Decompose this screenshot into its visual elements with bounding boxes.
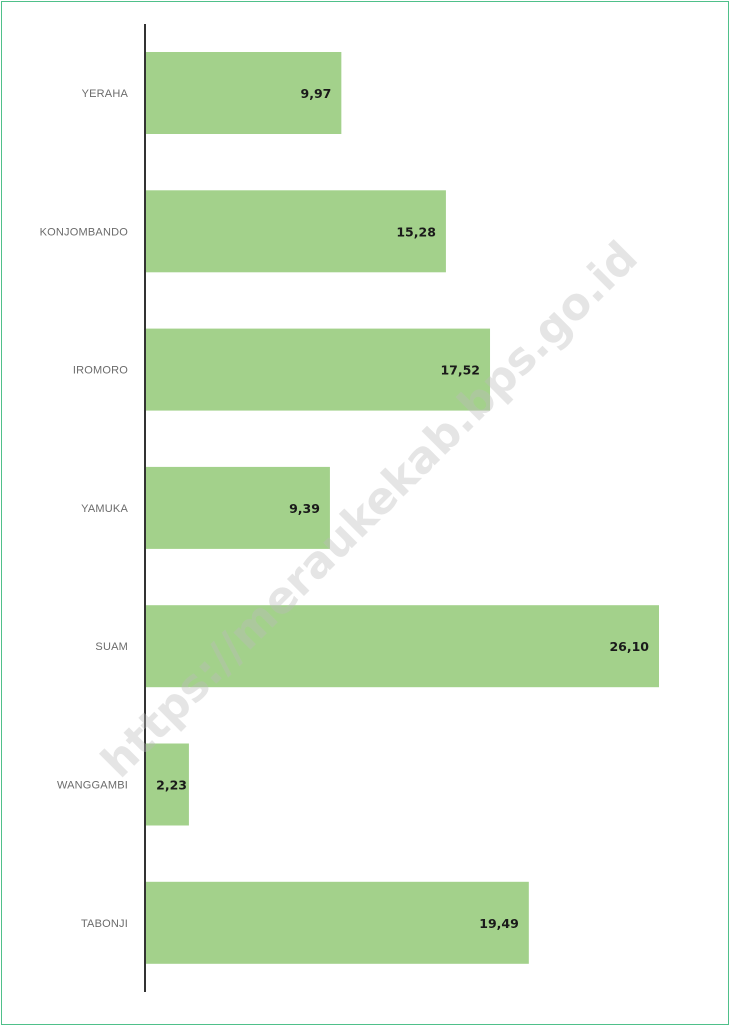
category-label-suam: SUAM [95, 641, 128, 653]
bar-yeraha [145, 52, 342, 134]
bar-yamuka [145, 466, 330, 549]
category-label-iromoro: IROMORO [73, 365, 128, 377]
value-label-tabonji: 19,49 [479, 916, 519, 931]
bar-tabonji [145, 881, 529, 964]
bar-wanggambi [145, 743, 189, 826]
value-label-suam: 26,10 [609, 639, 649, 654]
value-label-yamuka: 9,39 [289, 501, 320, 516]
bar-suam [145, 605, 659, 688]
bar-konjombando [145, 190, 446, 273]
category-label-yeraha: YERAHA [82, 88, 129, 100]
bars-layer [145, 52, 659, 964]
category-label-yamuka: YAMUKA [81, 503, 128, 515]
value-label-iromoro: 17,52 [440, 363, 480, 378]
category-label-konjombando: KONJOMBANDO [40, 226, 129, 238]
bar-iromoro [145, 328, 491, 411]
category-label-tabonji: TABONJI [81, 918, 128, 930]
value-label-konjombando: 15,28 [396, 224, 436, 239]
value-label-wanggambi: 2,23 [156, 778, 187, 793]
category-label-wanggambi: WANGGAMBI [57, 780, 128, 792]
labels-layer: YERAHA 9,97 KONJOMBANDO 15,28 IROMORO 17,52 YA… [40, 86, 650, 931]
value-label-yeraha: 9,97 [301, 86, 332, 101]
